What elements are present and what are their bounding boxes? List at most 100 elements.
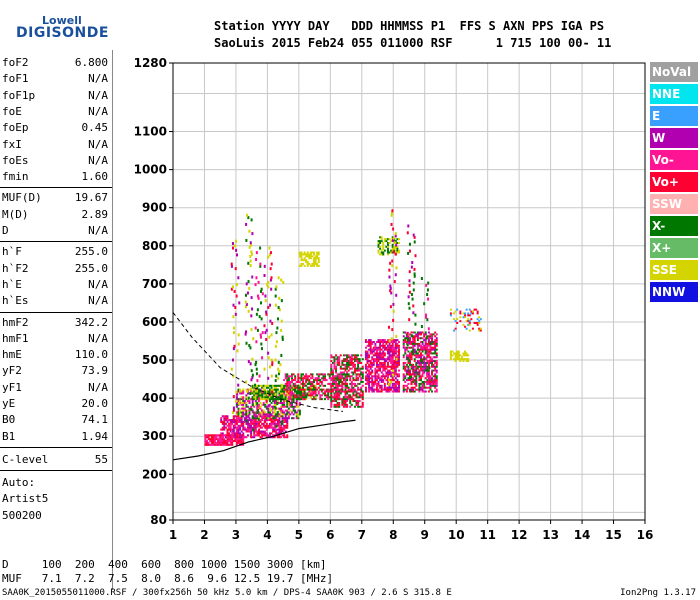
echo-point bbox=[267, 351, 270, 355]
echo-point bbox=[283, 388, 286, 391]
echo-point bbox=[250, 390, 253, 393]
echo-point bbox=[235, 396, 238, 399]
echo-point bbox=[303, 375, 306, 378]
echo-point bbox=[273, 413, 276, 416]
echo-point bbox=[242, 432, 245, 435]
echo-point bbox=[245, 428, 248, 431]
echo-point bbox=[259, 262, 262, 266]
echo-point bbox=[459, 358, 462, 361]
echo-point bbox=[240, 441, 243, 444]
echo-point bbox=[388, 386, 391, 389]
echo-point bbox=[394, 352, 397, 355]
echo-point bbox=[386, 249, 389, 252]
echo-point bbox=[302, 384, 305, 387]
echo-point bbox=[291, 411, 293, 414]
echo-point bbox=[267, 424, 270, 428]
param-value: N/A bbox=[88, 277, 108, 291]
echo-point bbox=[313, 398, 316, 401]
echo-point bbox=[254, 434, 257, 437]
echo-point bbox=[404, 377, 407, 380]
echo-point bbox=[465, 320, 468, 323]
echo-point bbox=[366, 344, 369, 347]
echo-point bbox=[344, 394, 347, 397]
echo-point bbox=[347, 356, 350, 359]
echo-point bbox=[234, 267, 237, 271]
echo-point bbox=[427, 371, 430, 374]
echo-point bbox=[220, 441, 223, 444]
echo-point bbox=[434, 379, 437, 382]
echo-point bbox=[383, 341, 386, 344]
echo-point bbox=[355, 375, 358, 378]
echo-point bbox=[478, 321, 481, 324]
echo-point bbox=[237, 426, 240, 429]
echo-point bbox=[425, 357, 428, 361]
echo-point bbox=[420, 346, 423, 349]
echo-point bbox=[242, 388, 245, 391]
echo-point bbox=[410, 293, 413, 297]
echo-point bbox=[364, 371, 367, 374]
echo-point bbox=[278, 419, 281, 422]
echo-point bbox=[289, 390, 292, 393]
echo-point bbox=[239, 398, 242, 401]
echo-point bbox=[272, 384, 275, 387]
echo-point bbox=[302, 390, 305, 393]
echo-point bbox=[391, 249, 394, 252]
echo-point bbox=[358, 388, 361, 391]
echo-point bbox=[252, 337, 255, 341]
echo-point bbox=[253, 396, 256, 399]
echo-point bbox=[379, 379, 382, 382]
echo-point bbox=[368, 379, 371, 382]
echo-point bbox=[302, 373, 305, 376]
echo-point bbox=[265, 384, 268, 387]
echo-point bbox=[242, 413, 245, 416]
echo-point bbox=[232, 303, 235, 307]
echo-point bbox=[316, 264, 319, 267]
echo-point bbox=[391, 243, 394, 246]
echo-point bbox=[303, 396, 306, 399]
echo-point bbox=[224, 434, 227, 437]
echo-point bbox=[379, 384, 382, 387]
echo-point bbox=[292, 398, 295, 401]
echo-point bbox=[393, 241, 396, 245]
echo-point bbox=[232, 429, 235, 433]
echo-point bbox=[239, 392, 242, 395]
echo-point bbox=[254, 426, 257, 429]
echo-point bbox=[429, 333, 432, 336]
echo-point bbox=[289, 405, 292, 408]
profile-curve bbox=[172, 419, 356, 461]
param-value: 2.89 bbox=[81, 207, 109, 221]
echo-point bbox=[314, 262, 317, 265]
echo-point bbox=[248, 417, 251, 420]
echo-point bbox=[355, 384, 358, 387]
echo-point bbox=[385, 373, 388, 376]
echo-point bbox=[291, 405, 293, 408]
param-name: hmE bbox=[2, 348, 22, 362]
echo-point bbox=[434, 367, 437, 370]
echo-point bbox=[232, 347, 235, 351]
echo-point bbox=[278, 392, 281, 395]
echo-point bbox=[383, 249, 386, 252]
echo-point bbox=[342, 398, 345, 401]
echo-point bbox=[408, 306, 411, 310]
echo-point bbox=[295, 396, 298, 399]
echo-point bbox=[281, 434, 284, 437]
echo-point bbox=[230, 287, 233, 291]
echo-point bbox=[350, 380, 353, 383]
echo-point bbox=[426, 386, 429, 389]
echo-point bbox=[418, 369, 421, 372]
echo-point bbox=[385, 390, 388, 393]
echo-point bbox=[262, 396, 265, 399]
echo-point bbox=[256, 430, 259, 433]
echo-point bbox=[402, 367, 405, 370]
echo-point bbox=[388, 339, 391, 343]
echo-point bbox=[255, 360, 258, 364]
echo-point bbox=[382, 341, 385, 344]
echo-point bbox=[279, 426, 282, 429]
echo-point bbox=[347, 369, 350, 372]
echo-point bbox=[465, 358, 468, 361]
echo-point bbox=[273, 419, 276, 422]
echo-point bbox=[287, 401, 290, 404]
y-tick-label: 700 bbox=[142, 277, 167, 291]
echo-point bbox=[328, 388, 331, 391]
echo-point bbox=[261, 411, 264, 414]
